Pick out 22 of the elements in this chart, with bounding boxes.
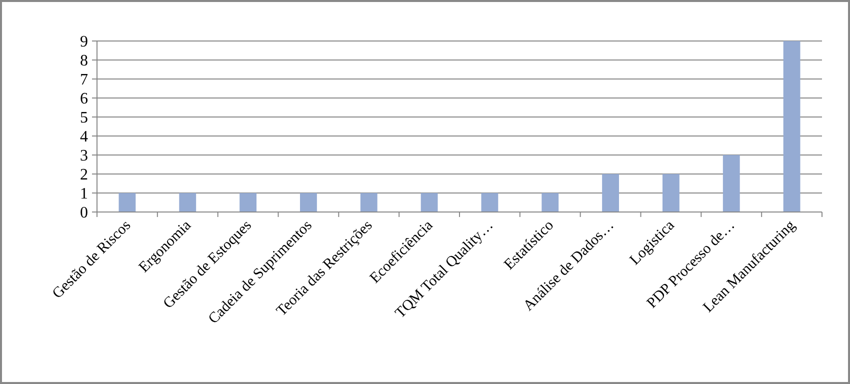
- bar: [783, 41, 800, 212]
- y-tick-label: 1: [80, 186, 88, 203]
- bar: [360, 193, 378, 212]
- bar: [179, 193, 196, 212]
- y-tick-label: 6: [80, 90, 88, 108]
- bar: [662, 174, 680, 212]
- bar: [240, 193, 256, 212]
- y-tick-label: 3: [80, 148, 88, 165]
- bar: [602, 174, 619, 212]
- y-tick-label: 0: [80, 204, 88, 222]
- y-tick-label: 4: [80, 128, 88, 146]
- bar: [118, 193, 136, 212]
- y-tick-label: 8: [80, 52, 88, 70]
- y-tick-label: 9: [80, 34, 88, 51]
- y-tick-label: 2: [80, 166, 88, 184]
- bar: [420, 193, 438, 212]
- y-tick-label: 7: [80, 72, 88, 89]
- y-tick-label: 5: [80, 110, 88, 127]
- bar: [542, 193, 559, 212]
- bar: [300, 193, 317, 212]
- bar: [481, 193, 498, 212]
- bar: [722, 155, 740, 212]
